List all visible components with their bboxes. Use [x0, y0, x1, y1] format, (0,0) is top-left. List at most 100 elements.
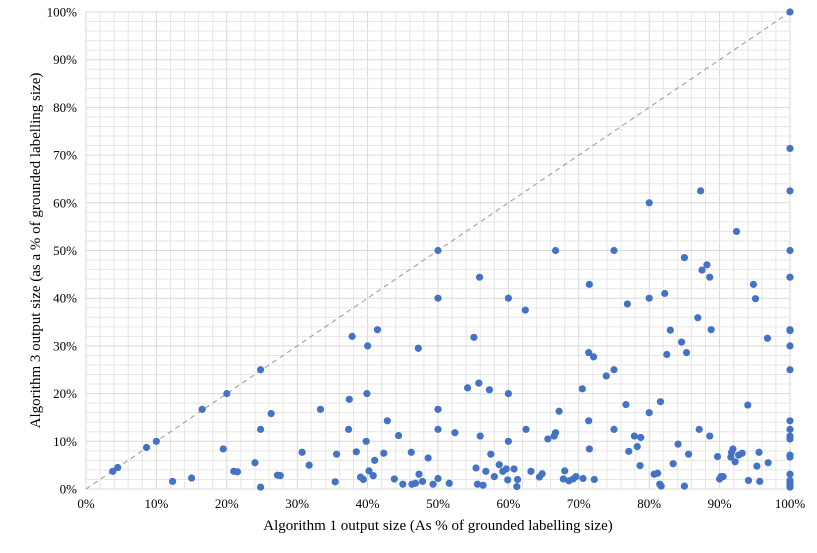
x-tick-label: 10% — [144, 496, 168, 511]
data-point — [369, 472, 377, 480]
data-point — [682, 348, 691, 357]
data-point — [786, 453, 794, 461]
data-point — [504, 390, 512, 398]
data-point — [669, 460, 677, 468]
data-point — [786, 273, 794, 281]
data-point — [623, 300, 631, 308]
x-axis-title: Algorithm 1 output size (As % of grounde… — [263, 518, 613, 534]
data-point — [394, 431, 403, 440]
data-point — [434, 474, 442, 483]
data-point — [490, 472, 498, 481]
data-point — [744, 476, 753, 485]
data-point — [696, 187, 705, 195]
y-tick-label: 40% — [53, 291, 77, 306]
data-point — [633, 442, 641, 451]
data-point — [561, 467, 569, 475]
data-point — [463, 384, 472, 392]
data-point — [645, 199, 653, 207]
data-point — [198, 405, 206, 413]
x-tick-label: 20% — [215, 496, 239, 511]
data-point — [373, 326, 382, 334]
data-point — [502, 465, 510, 473]
y-tick-label: 70% — [53, 148, 77, 163]
data-point — [751, 295, 760, 303]
data-point — [555, 407, 563, 415]
data-point — [445, 479, 453, 487]
data-point — [411, 479, 420, 487]
data-point — [504, 294, 512, 302]
data-point — [521, 306, 529, 314]
data-point — [706, 273, 714, 281]
data-point — [504, 437, 512, 445]
data-point — [610, 366, 618, 374]
data-point — [786, 417, 794, 425]
x-tick-label: 100% — [775, 496, 806, 511]
data-point — [680, 254, 689, 262]
data-point — [590, 475, 598, 484]
data-point — [589, 353, 598, 361]
data-point — [418, 477, 427, 485]
x-tick-label: 60% — [496, 496, 520, 511]
data-point — [585, 280, 593, 288]
data-point — [551, 429, 560, 437]
data-point — [513, 475, 522, 484]
data-point — [371, 456, 379, 464]
data-point — [698, 266, 706, 274]
data-point — [786, 144, 794, 153]
data-point — [674, 440, 682, 448]
data-point — [256, 483, 265, 491]
data-point — [719, 472, 727, 481]
data-point — [685, 450, 693, 458]
data-point — [223, 390, 231, 398]
data-point — [694, 314, 702, 322]
data-point — [538, 470, 546, 478]
data-point — [114, 463, 122, 472]
data-point — [472, 464, 480, 472]
y-tick-label: 0% — [60, 482, 78, 497]
x-tick-label: 0% — [77, 496, 95, 511]
data-point — [298, 448, 306, 456]
data-point — [706, 432, 714, 440]
data-point — [476, 432, 484, 440]
data-point — [645, 294, 653, 302]
data-point — [527, 467, 535, 475]
data-point — [657, 482, 665, 490]
y-tick-label: 10% — [53, 434, 77, 449]
data-point — [654, 469, 662, 477]
data-point — [707, 326, 715, 334]
data-point — [645, 409, 653, 417]
data-point — [383, 417, 391, 425]
data-point — [786, 187, 794, 195]
data-point — [415, 470, 423, 478]
data-point — [434, 405, 442, 413]
data-point — [233, 468, 241, 476]
data-point — [656, 398, 665, 406]
data-point — [359, 475, 367, 484]
data-point — [267, 410, 275, 418]
data-point — [168, 477, 177, 485]
data-point — [510, 465, 518, 473]
data-point — [585, 417, 593, 425]
data-point — [109, 467, 117, 475]
data-point — [333, 450, 341, 458]
data-point — [786, 483, 794, 491]
data-point — [348, 332, 356, 340]
data-point — [585, 445, 593, 453]
data-point — [487, 450, 495, 458]
data-point — [786, 425, 794, 433]
y-tick-label: 80% — [53, 100, 77, 115]
data-point — [475, 273, 484, 281]
x-tick-label: 40% — [356, 496, 380, 511]
data-point — [703, 261, 711, 269]
data-point — [363, 390, 371, 398]
data-point — [451, 429, 459, 437]
data-point — [434, 425, 442, 433]
data-point — [219, 445, 227, 453]
data-point — [424, 454, 432, 462]
x-tick-label: 70% — [567, 496, 591, 511]
data-point — [579, 474, 587, 483]
data-point — [622, 400, 630, 409]
data-point — [479, 481, 487, 489]
data-point — [345, 395, 353, 403]
data-point — [434, 246, 442, 255]
